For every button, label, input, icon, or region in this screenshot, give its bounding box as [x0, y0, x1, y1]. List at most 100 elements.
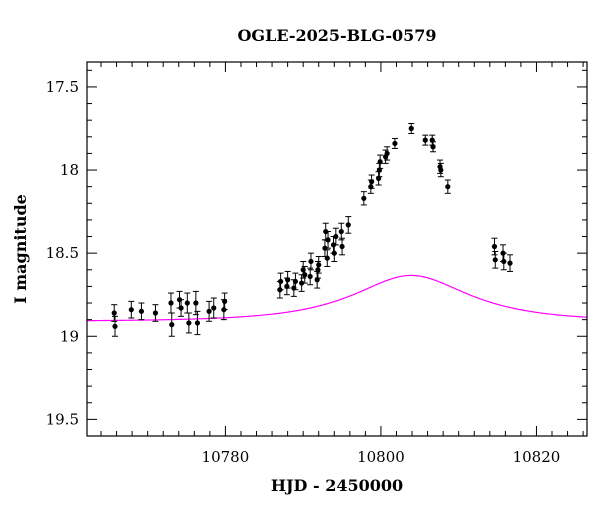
y-tick-label: 19 — [60, 327, 79, 345]
data-point — [178, 299, 185, 317]
data-point — [206, 300, 213, 322]
point-marker — [292, 278, 298, 285]
point-marker — [308, 258, 314, 265]
points-layer — [111, 123, 514, 337]
point-marker — [128, 307, 134, 313]
point-marker — [315, 267, 321, 273]
point-marker — [278, 278, 284, 285]
data-point — [292, 272, 299, 291]
point-marker — [445, 184, 451, 190]
point-marker — [361, 195, 367, 201]
data-point — [332, 227, 339, 246]
data-point — [408, 123, 415, 134]
data-point — [492, 250, 499, 269]
point-marker — [338, 228, 344, 235]
point-marker — [438, 167, 444, 173]
data-point — [339, 237, 346, 256]
y-tick-label: 17.5 — [46, 78, 79, 96]
data-point — [345, 216, 352, 234]
point-marker — [392, 140, 398, 147]
point-marker — [285, 277, 291, 283]
data-point — [284, 270, 291, 289]
data-point — [307, 267, 314, 286]
tick-labels-layer: 10780 10800 10820 17.5 18 18.5 19 19.5 — [46, 78, 561, 466]
data-point — [152, 304, 159, 322]
point-marker — [193, 300, 199, 306]
point-marker — [316, 262, 322, 268]
data-point — [430, 141, 437, 153]
data-point — [377, 154, 384, 169]
data-point — [307, 252, 314, 271]
data-point — [491, 237, 498, 256]
point-marker — [307, 273, 313, 280]
data-point — [315, 255, 322, 274]
data-point — [338, 222, 345, 241]
point-marker — [345, 222, 351, 228]
point-marker — [408, 125, 414, 132]
point-marker — [507, 260, 513, 266]
point-marker — [331, 250, 337, 256]
point-marker — [377, 159, 383, 165]
data-point — [384, 146, 391, 161]
x-tick-label: 10780 — [202, 448, 250, 466]
point-marker — [492, 257, 498, 263]
point-marker — [299, 280, 305, 286]
data-point — [368, 174, 375, 189]
y-axis-label: I magnitude — [11, 194, 30, 304]
point-marker — [491, 243, 498, 250]
data-point — [325, 231, 332, 249]
data-point — [194, 310, 201, 336]
point-marker — [111, 310, 117, 316]
data-point — [167, 292, 174, 314]
point-marker — [302, 272, 308, 278]
plot-frame — [86, 61, 588, 437]
point-marker — [178, 305, 184, 311]
data-point — [429, 134, 436, 146]
y-tick-label: 18.5 — [46, 244, 79, 262]
data-point — [184, 292, 191, 314]
model-curve — [87, 274, 588, 322]
point-marker — [422, 137, 428, 143]
point-marker — [384, 150, 390, 157]
point-marker — [168, 300, 174, 306]
point-marker — [211, 305, 217, 311]
point-marker — [186, 320, 192, 326]
data-point — [111, 304, 118, 322]
data-point — [391, 137, 398, 149]
data-point — [111, 315, 118, 337]
chart-title: OGLE-2025-BLG-0579 — [237, 26, 436, 45]
point-marker — [333, 233, 339, 240]
data-point — [324, 249, 331, 267]
point-marker — [325, 237, 331, 243]
point-marker — [184, 300, 190, 306]
data-point — [500, 252, 507, 271]
data-point — [331, 244, 338, 262]
y-tick-label: 19.5 — [46, 410, 79, 428]
data-point — [360, 191, 367, 206]
point-marker — [194, 320, 201, 326]
point-marker — [138, 308, 145, 314]
data-point — [138, 302, 145, 321]
data-point — [168, 312, 175, 337]
x-tick-label: 10800 — [357, 448, 405, 466]
data-point — [422, 134, 429, 146]
model-layer — [87, 274, 588, 322]
point-marker — [430, 144, 436, 150]
point-marker — [112, 323, 118, 329]
point-marker — [152, 310, 159, 316]
data-point — [437, 162, 444, 178]
data-point — [314, 270, 321, 289]
data-point — [375, 171, 382, 186]
data-point — [444, 179, 451, 194]
data-point — [185, 312, 192, 334]
point-marker — [206, 308, 212, 314]
data-point — [301, 265, 308, 284]
data-point — [376, 162, 383, 178]
x-tick-label: 10820 — [513, 448, 561, 466]
ticks-layer — [87, 62, 587, 437]
data-point — [277, 272, 284, 291]
point-marker — [501, 258, 507, 265]
point-marker — [169, 322, 175, 328]
